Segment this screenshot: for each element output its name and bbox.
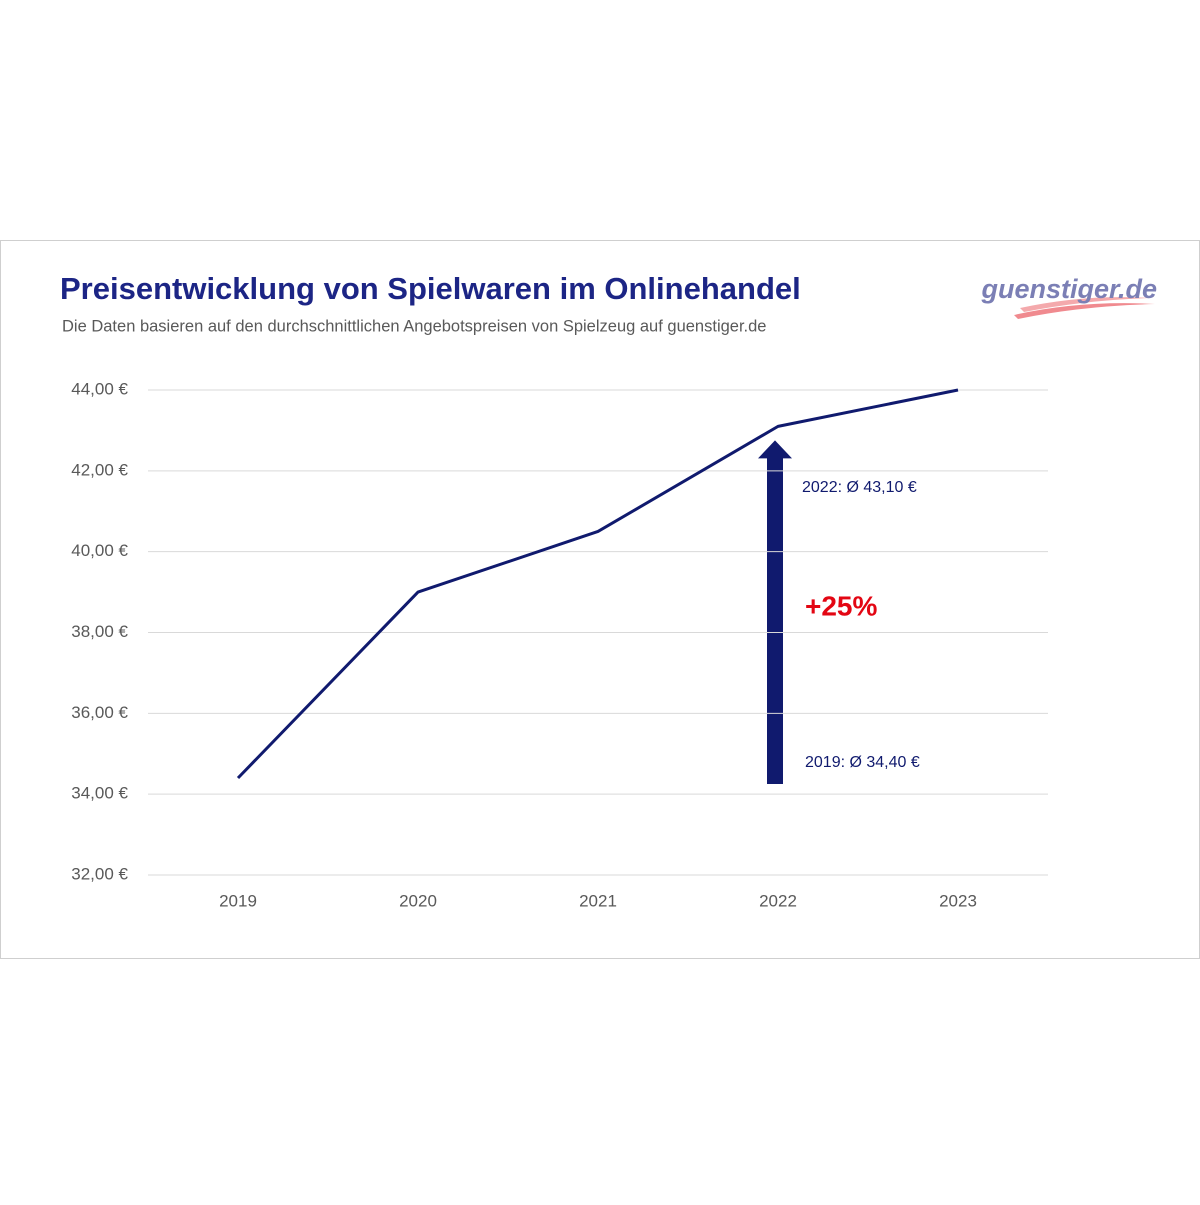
y-tick-label: 40,00 € xyxy=(71,541,128,560)
x-tick-label: 2020 xyxy=(399,891,437,910)
line xyxy=(236,388,959,780)
x-tick-label: 2021 xyxy=(579,891,617,910)
chart-frame xyxy=(0,240,1200,959)
annotation: 2019: Ø 34,40 € xyxy=(805,754,920,771)
y-tick-label: 36,00 € xyxy=(71,703,128,722)
chart-title: Preisentwicklung von Spielwaren im Onlin… xyxy=(60,271,801,306)
x-tick-label: 2022 xyxy=(759,891,797,910)
x-tick-label: 2019 xyxy=(219,891,257,910)
logo-swoosh xyxy=(1014,303,1155,319)
y-tick-label: 38,00 € xyxy=(71,622,128,641)
y-tick-label: 32,00 € xyxy=(71,864,128,883)
annotation: +25% xyxy=(805,590,877,621)
chart-subtitle: Die Daten basieren auf den durchschnittl… xyxy=(62,317,766,335)
x-tick-label: 2023 xyxy=(939,891,977,910)
arrow-shaft xyxy=(767,456,783,784)
y-tick-label: 42,00 € xyxy=(71,460,128,479)
logo-swoosh xyxy=(1020,297,1150,312)
logo: guenstiger.de xyxy=(980,274,1157,304)
y-tick-label: 44,00 € xyxy=(71,379,128,398)
annotation: 2022: Ø 43,10 € xyxy=(802,479,917,496)
arrow-head xyxy=(758,440,792,459)
y-tick-label: 34,00 € xyxy=(71,784,128,803)
